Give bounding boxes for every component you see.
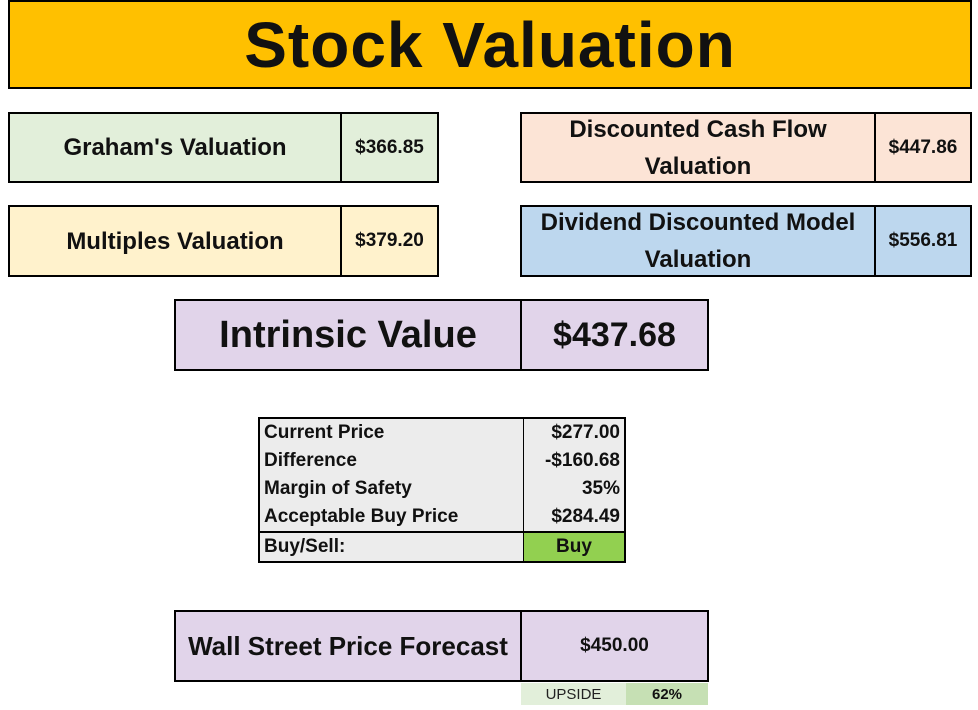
dcf-valuation-label: Discounted Cash Flow Valuation — [520, 112, 876, 183]
table-row: Buy/Sell: Buy — [259, 531, 625, 562]
multiples-valuation-value[interactable]: $379.20 — [340, 205, 439, 277]
margin-of-safety-value[interactable]: 35% — [523, 475, 625, 503]
page-title: Stock Valuation — [8, 0, 972, 89]
difference-value[interactable]: -$160.68 — [523, 447, 625, 475]
upside-label: UPSIDE — [521, 683, 626, 705]
wall-street-forecast-value[interactable]: $450.00 — [520, 610, 709, 682]
table-row: Margin of Safety 35% — [259, 475, 625, 503]
buy-sell-value[interactable]: Buy — [523, 531, 625, 562]
ddm-valuation-label: Dividend Discounted Model Valuation — [520, 205, 876, 277]
intrinsic-value-amount[interactable]: $437.68 — [520, 299, 709, 371]
table-row: Acceptable Buy Price $284.49 — [259, 503, 625, 532]
current-price-label: Current Price — [259, 418, 524, 447]
price-summary-table: Current Price $277.00 Difference -$160.6… — [258, 417, 626, 563]
table-row: Difference -$160.68 — [259, 447, 625, 475]
graham-valuation-value[interactable]: $366.85 — [340, 112, 439, 183]
wall-street-forecast-label: Wall Street Price Forecast — [174, 610, 522, 682]
buy-sell-label: Buy/Sell: — [259, 531, 524, 562]
table-row: Current Price $277.00 — [259, 418, 625, 447]
acceptable-buy-price-label: Acceptable Buy Price — [259, 503, 524, 532]
ddm-valuation-value[interactable]: $556.81 — [874, 205, 972, 277]
multiples-valuation-label: Multiples Valuation — [8, 205, 342, 277]
current-price-value[interactable]: $277.00 — [523, 418, 625, 447]
margin-of-safety-label: Margin of Safety — [259, 475, 524, 503]
difference-label: Difference — [259, 447, 524, 475]
dcf-valuation-value[interactable]: $447.86 — [874, 112, 972, 183]
acceptable-buy-price-value[interactable]: $284.49 — [523, 503, 625, 532]
intrinsic-value-label: Intrinsic Value — [174, 299, 522, 371]
upside-value[interactable]: 62% — [626, 683, 708, 705]
graham-valuation-label: Graham's Valuation — [8, 112, 342, 183]
